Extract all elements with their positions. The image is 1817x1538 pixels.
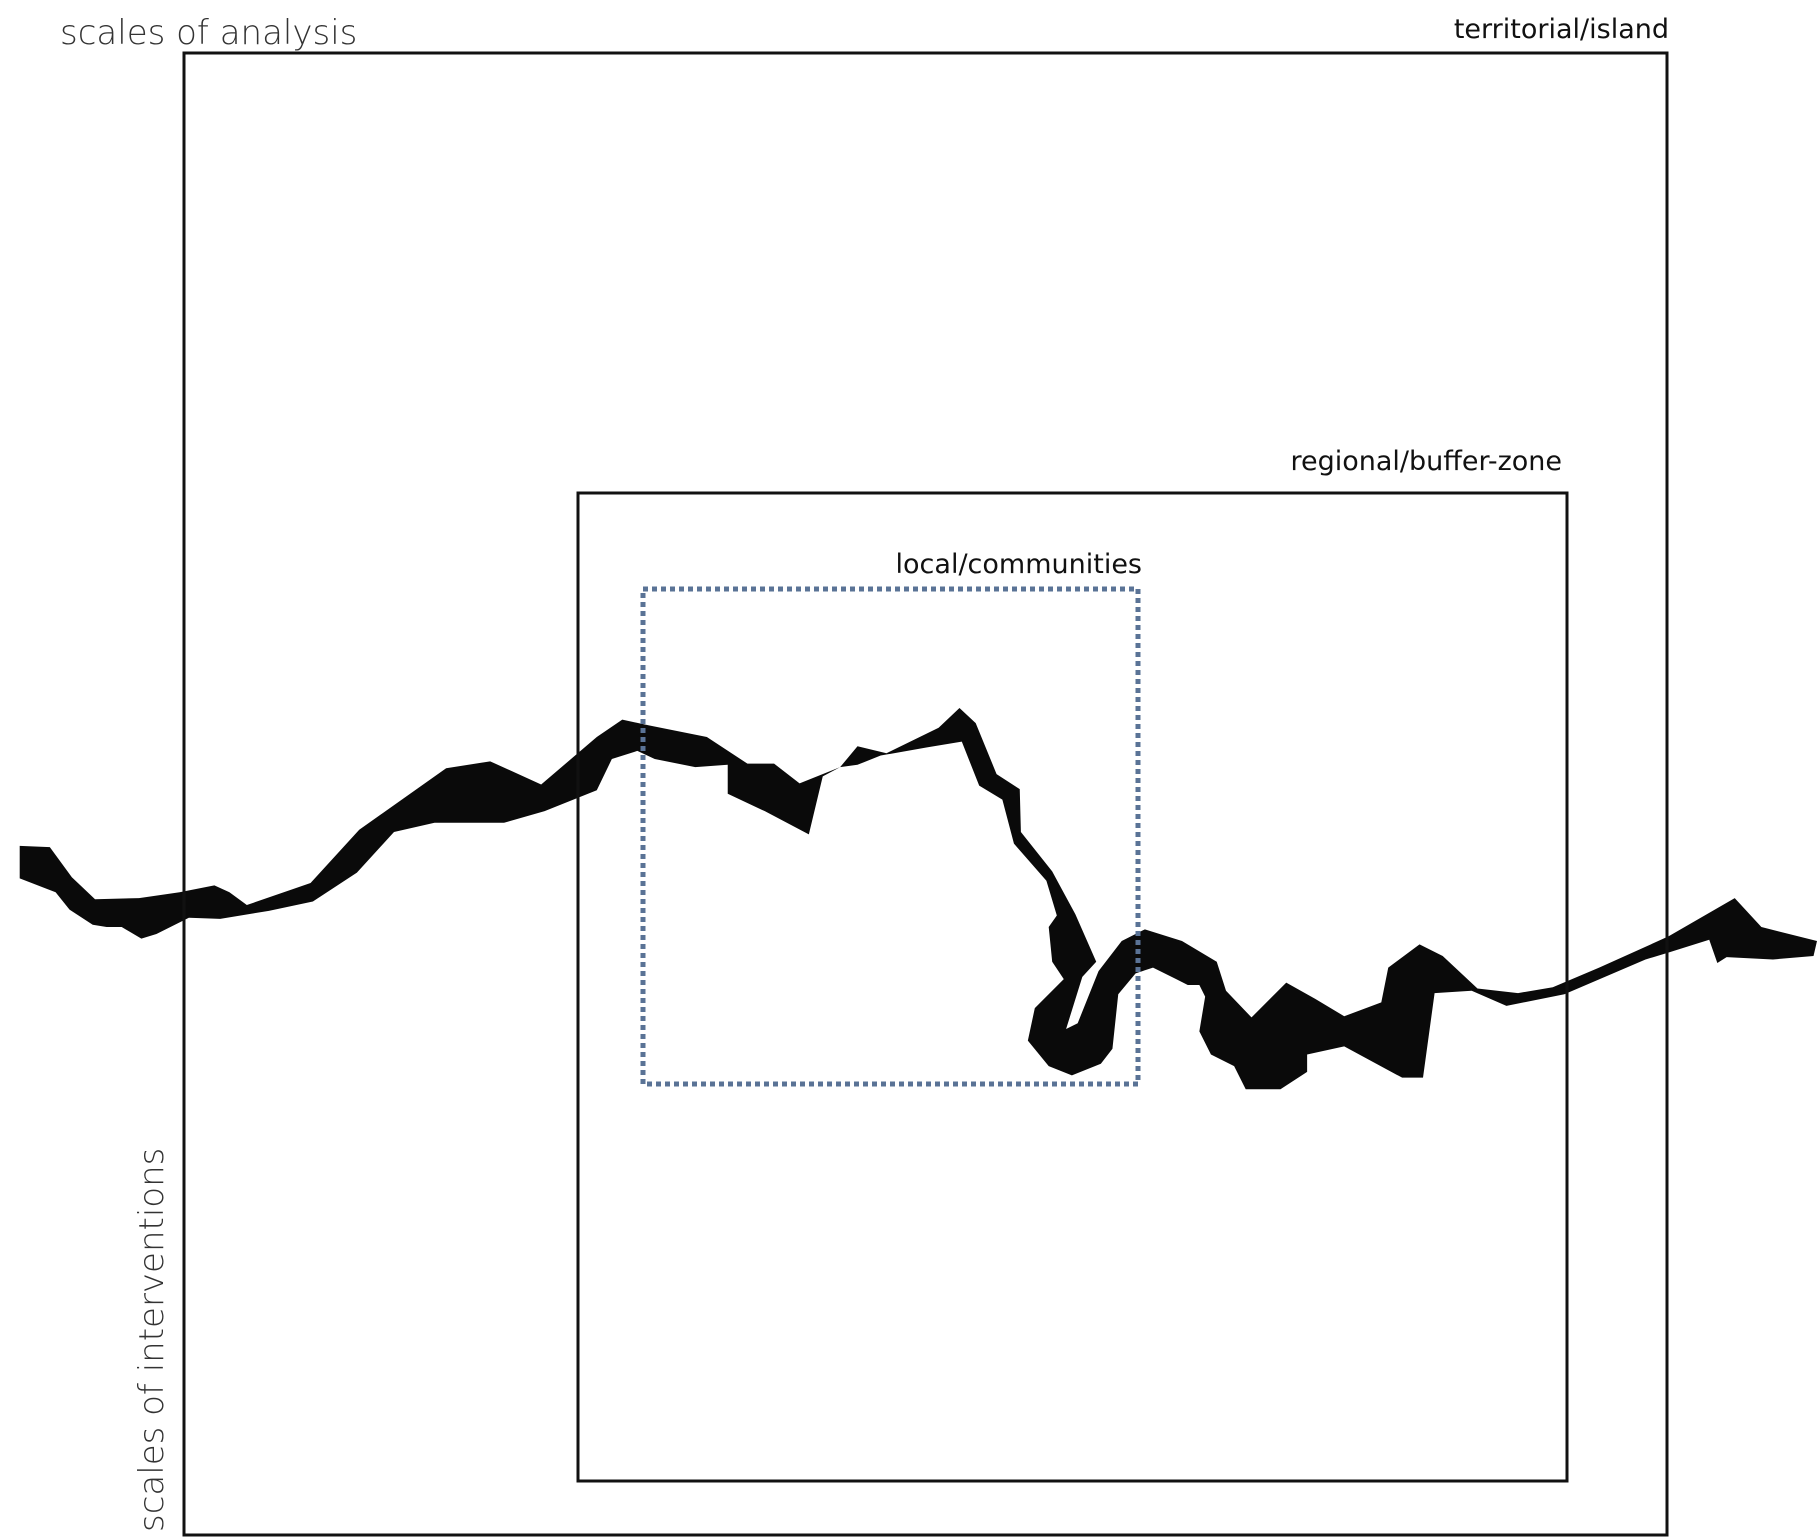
local-box [640,586,1141,1087]
river [19,708,1817,1090]
scale-label: regional/buffer-zone [1290,446,1562,477]
regional-box [576,491,1569,1483]
side-label: scales of interventions [132,1148,172,1532]
scale-label: territorial/island [1454,14,1669,45]
river-shape [19,708,1817,1090]
scale-label: local/communities [896,549,1142,580]
territorial-box [182,51,1669,1537]
title: scales of analysis [60,13,357,53]
